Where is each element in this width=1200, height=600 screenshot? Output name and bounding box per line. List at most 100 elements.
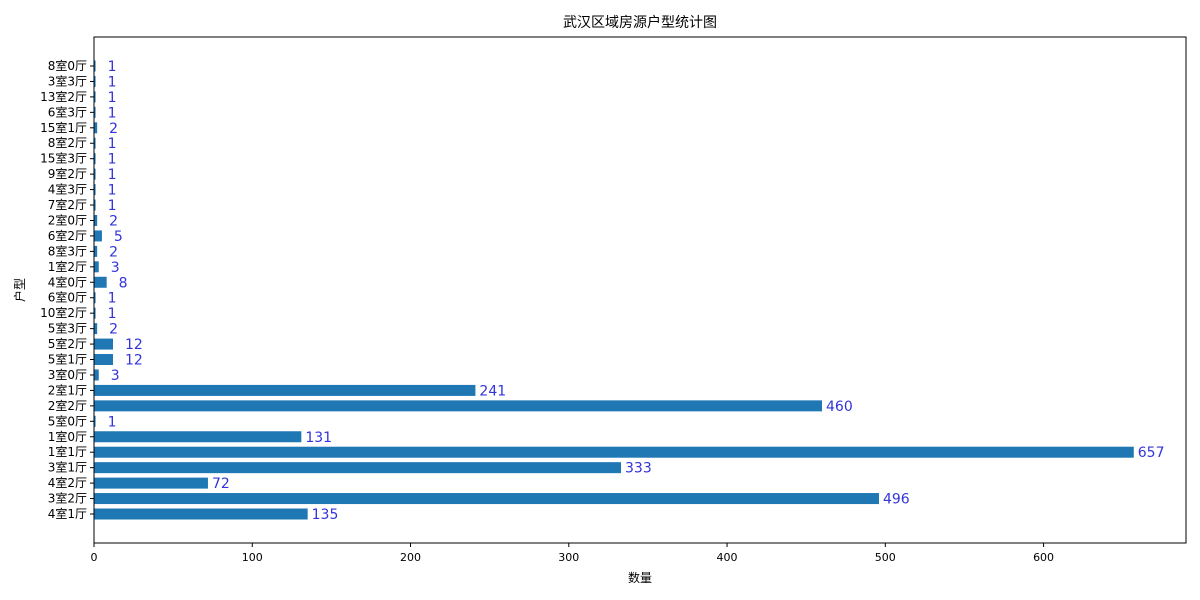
bar <box>94 245 98 257</box>
data-label: 241 <box>479 383 506 399</box>
y-tick-label: 3室2厅 <box>48 491 87 506</box>
bar <box>94 106 96 118</box>
data-label: 657 <box>1138 445 1165 461</box>
y-tick-label: 2室0厅 <box>48 212 87 227</box>
x-tick-label: 0 <box>91 551 98 564</box>
y-tick-label: 5室2厅 <box>48 336 87 351</box>
y-tick-label: 2室1厅 <box>48 382 87 397</box>
data-label: 496 <box>883 492 910 508</box>
bar <box>94 508 308 520</box>
data-label: 1 <box>108 90 117 106</box>
data-label: 3 <box>111 260 120 276</box>
y-tick-label: 10室2厅 <box>40 305 87 320</box>
bar <box>94 384 476 396</box>
bar <box>94 369 99 381</box>
bar <box>94 199 96 211</box>
data-label: 1 <box>108 74 117 90</box>
data-label: 1 <box>108 152 117 168</box>
data-label: 333 <box>625 461 652 477</box>
data-label: 1 <box>108 291 117 307</box>
bar <box>94 184 96 196</box>
data-label: 1 <box>108 136 117 152</box>
bars <box>94 60 1134 520</box>
y-tick-label: 3室3厅 <box>48 73 87 88</box>
plot-frame <box>93 36 1187 544</box>
y-axis-label: 户型 <box>12 278 27 302</box>
data-label: 1 <box>108 59 117 75</box>
data-label: 1 <box>108 414 117 430</box>
data-label: 1 <box>108 183 117 199</box>
bar <box>94 60 96 72</box>
y-tick-label: 6室0厅 <box>48 290 87 305</box>
x-tick-label: 500 <box>875 551 896 564</box>
bar <box>94 261 99 273</box>
y-tick-label: 6室2厅 <box>48 228 87 243</box>
data-label: 460 <box>826 399 853 415</box>
y-tick-label: 4室2厅 <box>48 475 87 490</box>
y-tick-label: 1室1厅 <box>48 444 87 459</box>
data-label: 2 <box>109 121 118 137</box>
y-tick-label: 13室2厅 <box>40 89 87 104</box>
bar <box>94 338 113 350</box>
data-label: 1 <box>108 105 117 121</box>
data-label: 135 <box>312 507 339 523</box>
y-tick-label: 7室2厅 <box>48 197 87 212</box>
data-label: 12 <box>125 353 143 369</box>
x-axis-ticks: 0 100 200 300 400 500 600 <box>91 543 1054 564</box>
bar <box>94 168 96 180</box>
y-tick-label: 8室2厅 <box>48 135 87 150</box>
data-label: 72 <box>212 476 230 492</box>
data-label: 1 <box>108 306 117 322</box>
y-tick-label: 8室0厅 <box>48 58 87 73</box>
y-tick-label: 5室3厅 <box>48 321 87 336</box>
y-tick-label: 3室0厅 <box>48 367 87 382</box>
data-label: 2 <box>109 322 118 338</box>
bar <box>94 431 302 443</box>
y-tick-label: 15室3厅 <box>40 151 87 166</box>
bar <box>94 493 879 505</box>
bar <box>94 323 98 335</box>
y-tick-label: 4室1厅 <box>48 506 87 521</box>
y-tick-label: 1室2厅 <box>48 259 87 274</box>
data-label: 3 <box>111 368 120 384</box>
bar <box>94 446 1134 458</box>
y-tick-label: 2室2厅 <box>48 398 87 413</box>
data-label: 5 <box>114 229 123 245</box>
y-tick-label: 6室3厅 <box>48 104 87 119</box>
y-tick-label: 5室0厅 <box>48 413 87 428</box>
data-label: 2 <box>109 213 118 229</box>
bar <box>94 122 98 134</box>
x-axis-label: 数量 <box>628 570 652 585</box>
data-label: 2 <box>109 244 118 260</box>
bar <box>94 91 96 103</box>
y-tick-label: 1室0厅 <box>48 429 87 444</box>
bar <box>94 415 96 427</box>
y-axis-ticks: 4室1厅3室2厅4室2厅3室1厅1室1厅1室0厅5室0厅2室2厅2室1厅3室0厅… <box>40 58 94 521</box>
x-tick-label: 100 <box>242 551 263 564</box>
y-tick-label: 4室0厅 <box>48 274 87 289</box>
bar <box>94 276 107 288</box>
y-tick-label: 8室3厅 <box>48 243 87 258</box>
bar <box>94 230 102 242</box>
bar <box>94 75 96 87</box>
y-tick-label: 9室2厅 <box>48 166 87 181</box>
bar <box>94 462 622 474</box>
bar <box>94 137 96 149</box>
y-tick-label: 15室1厅 <box>40 120 87 135</box>
bar <box>94 292 96 304</box>
x-tick-label: 400 <box>717 551 738 564</box>
bar <box>94 307 96 319</box>
x-tick-label: 200 <box>400 551 421 564</box>
bar <box>94 477 208 489</box>
x-tick-label: 300 <box>558 551 579 564</box>
chart-title: 武汉区域房源户型统计图 <box>563 14 717 31</box>
data-label: 1 <box>108 167 117 183</box>
y-tick-label: 3室1厅 <box>48 460 87 475</box>
bar <box>94 354 113 366</box>
y-tick-label: 5室1厅 <box>48 352 87 367</box>
data-labels: 1354967233365713114602413121221183252111… <box>108 59 1165 523</box>
data-label: 131 <box>305 430 332 446</box>
data-label: 8 <box>119 275 128 291</box>
x-tick-label: 600 <box>1033 551 1054 564</box>
